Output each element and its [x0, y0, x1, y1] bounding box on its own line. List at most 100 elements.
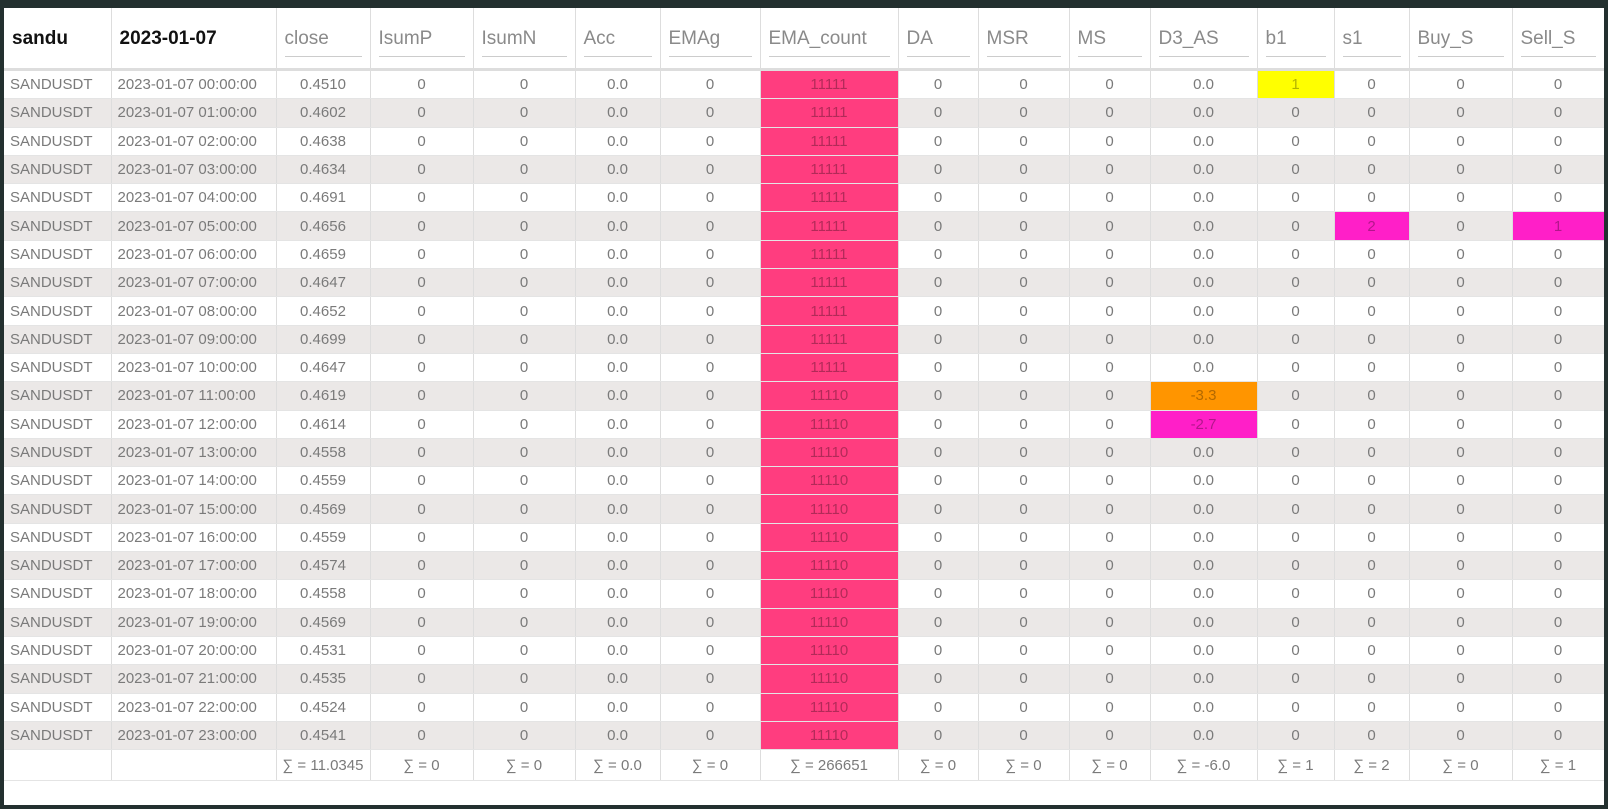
- cell: 0: [660, 636, 761, 666]
- cell: 0.0: [575, 296, 661, 326]
- cell: 2023-01-07 18:00:00: [111, 579, 277, 609]
- cell: 0: [473, 268, 576, 298]
- column-header[interactable]: MSR: [978, 8, 1070, 71]
- cell: 0.0: [1150, 268, 1258, 298]
- cell: 0: [370, 721, 474, 751]
- cell: 11111: [760, 353, 899, 383]
- column-header[interactable]: MS: [1069, 8, 1151, 71]
- cell: 0: [978, 268, 1070, 298]
- cell: 0.0: [575, 240, 661, 270]
- cell: 0: [1334, 381, 1410, 411]
- cell: 0.0: [1150, 98, 1258, 128]
- footer-sum: ∑ = 0: [978, 749, 1070, 782]
- cell: 0: [1409, 608, 1513, 637]
- cell: 0.0: [575, 69, 661, 100]
- column-header[interactable]: DA: [898, 8, 979, 71]
- cell: 0: [1257, 551, 1335, 581]
- cell: 0: [1069, 69, 1151, 100]
- cell: -3.3: [1150, 381, 1258, 411]
- cell: 2023-01-07 22:00:00: [111, 693, 277, 722]
- column-header[interactable]: IsumN: [473, 8, 576, 71]
- column-header[interactable]: EMAg: [660, 8, 761, 71]
- cell: 0: [473, 98, 576, 128]
- column-header[interactable]: Buy_S: [1409, 8, 1513, 71]
- cell: 0.4638: [276, 127, 371, 156]
- cell: 0: [898, 127, 979, 156]
- cell: 0: [1257, 240, 1335, 270]
- cell: 0: [1512, 438, 1604, 468]
- cell: 0: [1334, 551, 1410, 581]
- cell: 11111: [760, 240, 899, 270]
- column-header[interactable]: b1: [1257, 8, 1335, 71]
- cell: 0.0: [1150, 721, 1258, 751]
- column-header[interactable]: EMA_count: [760, 8, 899, 71]
- cell: 0: [898, 381, 979, 411]
- cell: 0: [1069, 608, 1151, 637]
- column-header[interactable]: s1: [1334, 8, 1410, 71]
- cell: 0.0: [1150, 523, 1258, 553]
- cell: 0: [978, 721, 1070, 751]
- cell: 0: [1257, 155, 1335, 185]
- cell: 11111: [760, 98, 899, 128]
- cell: 0: [1069, 155, 1151, 185]
- cell: 0: [978, 69, 1070, 100]
- cell: 0.0: [1150, 183, 1258, 213]
- cell: 0.0: [1150, 240, 1258, 270]
- column-header[interactable]: Sell_S: [1512, 8, 1604, 71]
- cell: 0.0: [575, 381, 661, 411]
- cell: 0: [660, 438, 761, 468]
- cell: 0: [1409, 494, 1513, 524]
- cell: SANDUSDT: [4, 98, 112, 128]
- cell: 0: [370, 127, 474, 156]
- cell: 0: [1512, 410, 1604, 439]
- cell: 2023-01-07 09:00:00: [111, 325, 277, 354]
- cell: 0: [1512, 268, 1604, 298]
- cell: 11110: [760, 438, 899, 468]
- cell: 0.0: [575, 466, 661, 496]
- data-row: SANDUSDT 2023-01-07 23:00:00 0.4541 0 0 0.0 0 1…: [4, 721, 1604, 751]
- cell: 0: [473, 325, 576, 354]
- cell: 0: [1334, 438, 1410, 468]
- cell: 0: [1257, 268, 1335, 298]
- column-header[interactable]: D3_AS: [1150, 8, 1258, 71]
- cell: 0: [1069, 466, 1151, 496]
- cell: 0: [1257, 98, 1335, 128]
- cell: 0: [1512, 693, 1604, 722]
- cell: 11110: [760, 608, 899, 637]
- cell: 0: [1512, 183, 1604, 213]
- cell: 0: [898, 636, 979, 666]
- cell: 0: [370, 410, 474, 439]
- column-header[interactable]: Acc: [575, 8, 661, 71]
- cell: SANDUSDT: [4, 353, 112, 383]
- header-label: IsumP: [378, 28, 465, 57]
- cell: SANDUSDT: [4, 721, 112, 751]
- cell: 0: [1512, 608, 1604, 637]
- cell: 0: [660, 551, 761, 581]
- header-label: IsumN: [481, 28, 567, 57]
- cell: 0: [660, 98, 761, 128]
- cell: 0: [370, 240, 474, 270]
- cell: 0.4569: [276, 494, 371, 524]
- cell: 0: [1409, 127, 1513, 156]
- cell: 0: [473, 69, 576, 100]
- cell: 0: [660, 183, 761, 213]
- cell: 0.0: [1150, 466, 1258, 496]
- header-key: sandu: [4, 8, 112, 71]
- cell: 0.4559: [276, 523, 371, 553]
- column-header[interactable]: IsumP: [370, 8, 474, 71]
- data-row: SANDUSDT 2023-01-07 19:00:00 0.4569 0 0 0.0 0 1…: [4, 608, 1604, 637]
- cell: 0: [660, 353, 761, 383]
- header-label: close: [284, 28, 362, 57]
- cell: 0: [1257, 410, 1335, 439]
- cell: 0: [898, 155, 979, 185]
- header-key: 2023-01-07: [111, 8, 277, 71]
- cell: 0: [1334, 579, 1410, 609]
- cell: 0: [1069, 721, 1151, 751]
- cell: 0: [370, 98, 474, 128]
- cell: 0: [978, 693, 1070, 722]
- cell: 0.4574: [276, 551, 371, 581]
- cell: 0: [473, 693, 576, 722]
- column-header[interactable]: close: [276, 8, 371, 71]
- cell: 0: [660, 721, 761, 751]
- header-label: D3_AS: [1158, 28, 1249, 57]
